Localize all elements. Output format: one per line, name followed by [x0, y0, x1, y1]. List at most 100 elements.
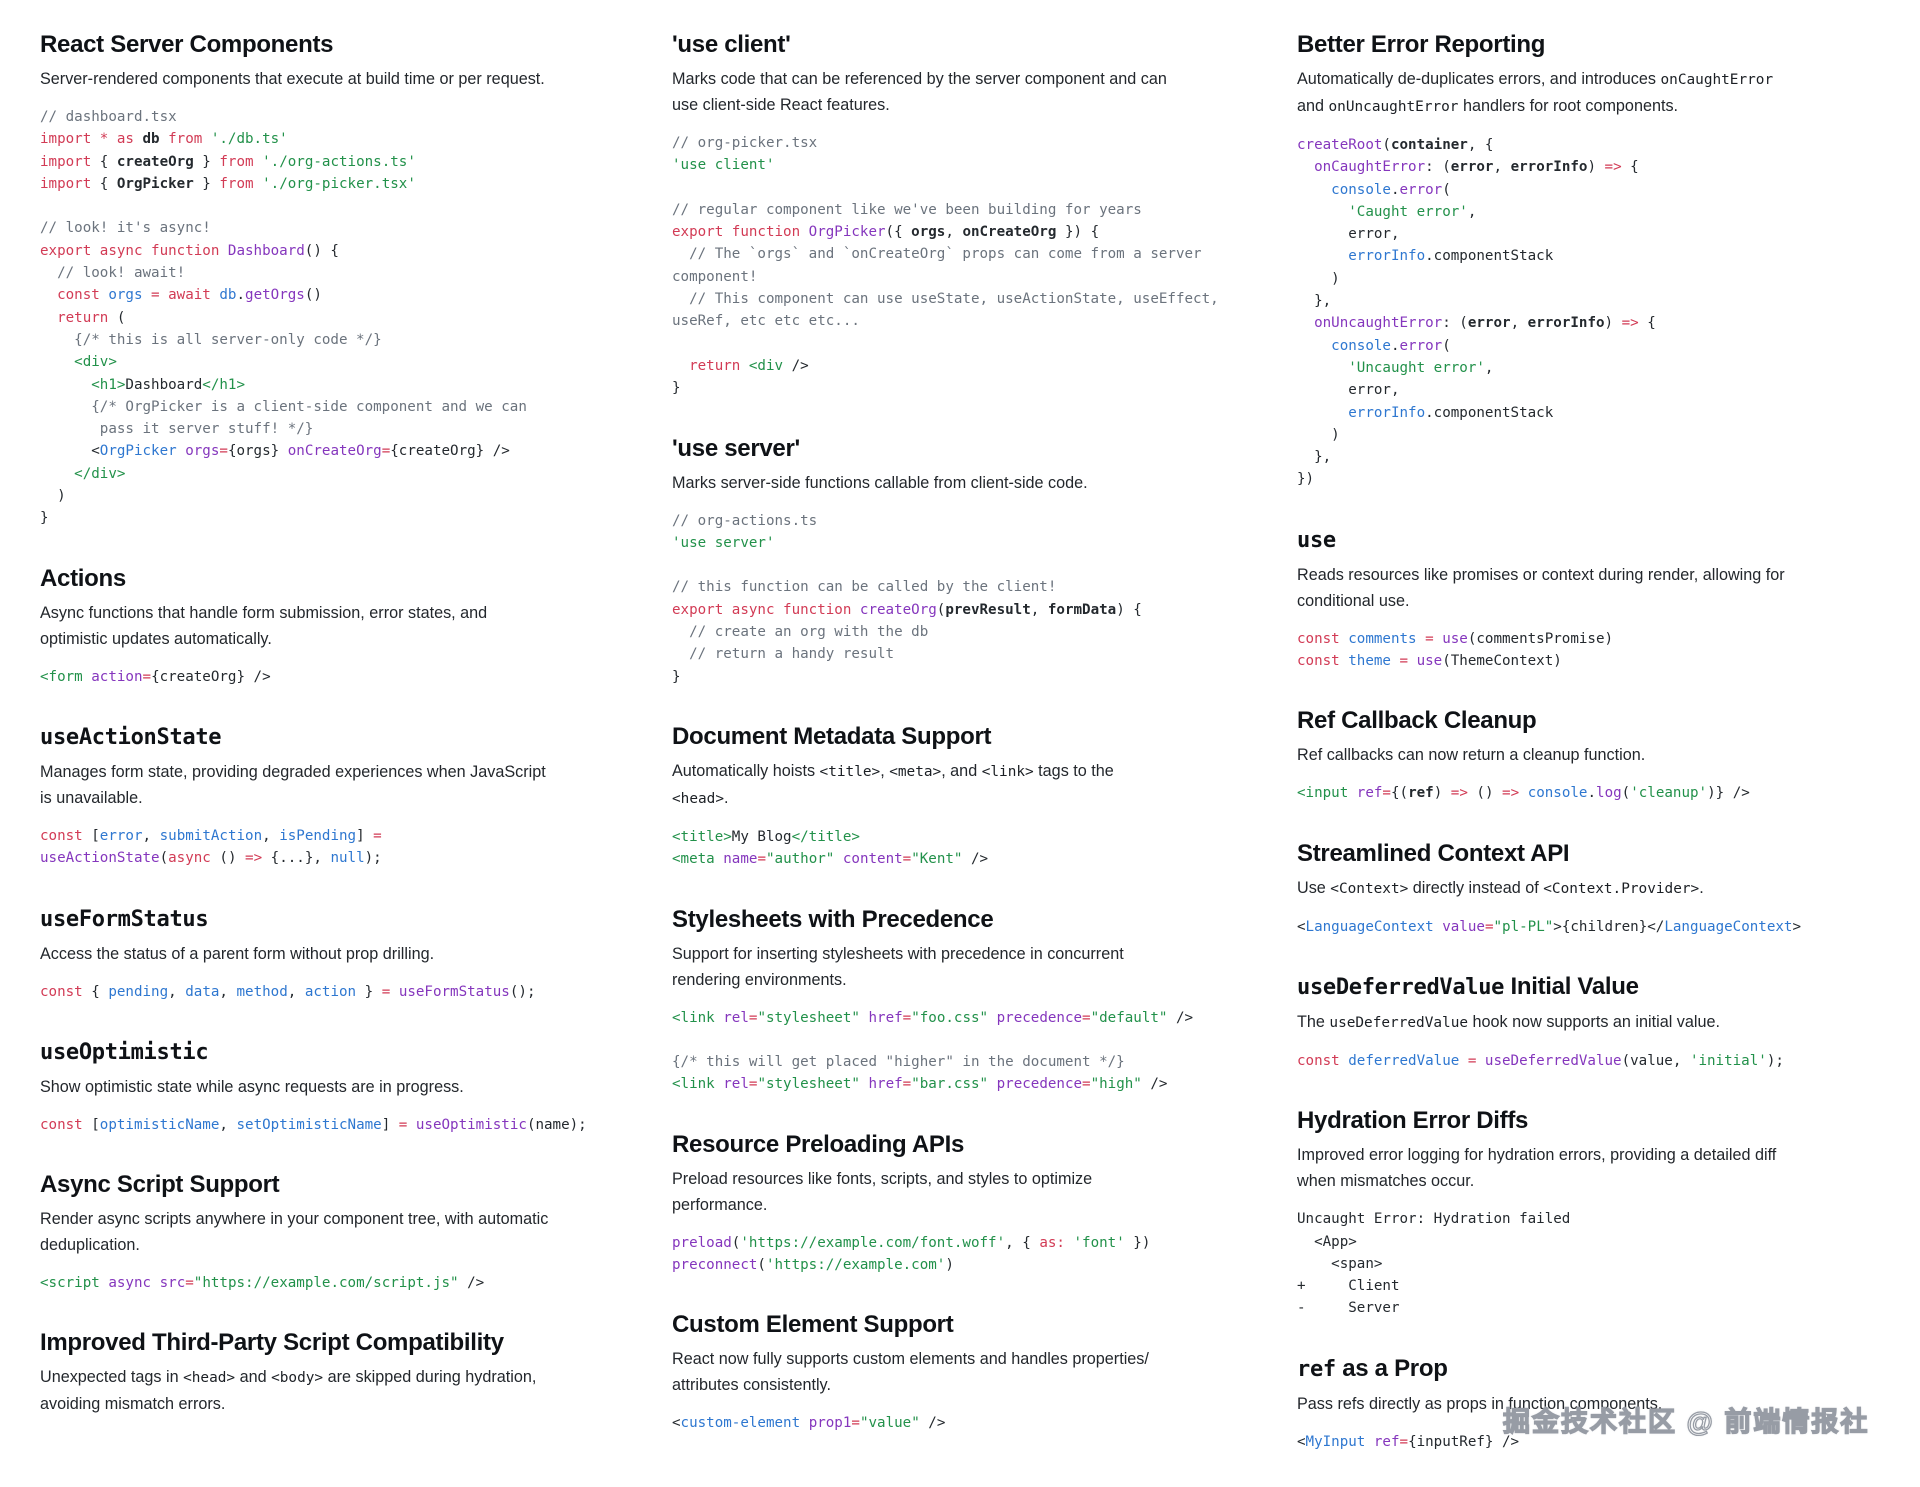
section-heading: use	[1297, 527, 1336, 553]
description-line: deduplication.	[40, 1236, 140, 1255]
description-line: Render async scripts anywhere in your co…	[40, 1210, 549, 1229]
section-description: Render async scripts anywhere in your co…	[40, 1206, 615, 1258]
code-block: <form action={createOrg} />	[40, 668, 271, 685]
section: Ref Callback Cleanup Ref callbacks can no…	[1297, 706, 1897, 804]
section-heading: 'use server'	[672, 434, 800, 462]
section-description: The useDeferredValue hook now supports a…	[1297, 1009, 1897, 1036]
description-line: performance.	[672, 1195, 768, 1214]
section-heading: Stylesheets with Precedence	[672, 905, 994, 933]
section: use Reads resources like promises or cont…	[1297, 525, 1897, 673]
section-description: Use <Context> directly instead of <Conte…	[1297, 875, 1897, 902]
section-description: Automatically hoists <title>, <meta>, an…	[672, 758, 1257, 812]
section: React Server Components Server-rendered c…	[40, 30, 615, 530]
code-block: // org-actions.ts 'use server' // this f…	[672, 512, 1142, 685]
watermark: 掘金技术社区 @ 前端情报社	[1502, 1406, 1870, 1437]
description-line: Async functions that handle form submiss…	[40, 603, 488, 622]
section-description: Improved error logging for hydration err…	[1297, 1142, 1897, 1194]
description-line: Manages form state, providing degraded e…	[40, 762, 546, 781]
section: 'use server' Marks server-side functions …	[672, 434, 1257, 688]
description-line: Support for inserting stylesheets with p…	[672, 944, 1124, 963]
code-block: const [optimisticName, setOptimisticName…	[40, 1116, 587, 1133]
code-block: const comments = use(commentsPromise) co…	[1297, 630, 1614, 670]
description-line: Improved error logging for hydration err…	[1297, 1146, 1777, 1165]
description-line: Marks server-side functions callable fro…	[672, 473, 1088, 492]
section-heading: Async Script Support	[40, 1171, 280, 1199]
section: 'use client' Marks code that can be refer…	[672, 30, 1257, 400]
section-heading: Hydration Error Diffs	[1297, 1107, 1529, 1135]
section-heading: Better Error Reporting	[1297, 31, 1546, 58]
code-block: <custom-element prop1="value" />	[672, 1415, 946, 1432]
description-line: Automatically hoists <title>, <meta>, an…	[672, 761, 1114, 780]
description-line: Access the status of a parent form witho…	[40, 944, 435, 963]
section-heading: useOptimistic	[40, 1039, 209, 1065]
section-description: Unexpected tags in <head> and <body> are…	[40, 1364, 615, 1417]
section: useDeferredValue Initial Value The useDef…	[1297, 972, 1897, 1072]
description-line: Pass refs directly as props in function …	[1297, 1394, 1663, 1413]
section-heading: useDeferredValue Initial Value	[1297, 972, 1639, 1000]
section-heading: Streamlined Context API	[1297, 839, 1570, 867]
section: useFormStatus Access the status of a pare…	[40, 904, 615, 1003]
section-description: React now fully supports custom elements…	[672, 1346, 1257, 1398]
description-line: <head>.	[672, 788, 729, 807]
section-description: Manages form state, providing degraded e…	[40, 759, 615, 811]
section: Document Metadata Support Automatically h…	[672, 722, 1257, 871]
section: ref as a Prop Pass refs directly as props…	[1297, 1354, 1897, 1453]
column-left: React Server Components Server-rendered c…	[40, 30, 615, 1451]
code-block: <script async src="https://example.com/s…	[40, 1275, 485, 1292]
section-description: Server-rendered components that execute …	[40, 66, 615, 92]
section: Improved Third-Party Script Compatibilit…	[40, 1328, 615, 1417]
description-line: The useDeferredValue hook now supports a…	[1297, 1012, 1720, 1031]
section-description: Reads resources like promises or context…	[1297, 562, 1897, 614]
section-description: Preload resources like fonts, scripts, a…	[672, 1166, 1257, 1218]
code-block: <link rel="stylesheet" href="foo.css" pr…	[672, 1009, 1194, 1093]
description-line: React now fully supports custom elements…	[672, 1350, 1149, 1369]
code-block: // dashboard.tsx import * as db from './…	[40, 109, 527, 527]
code-block: // org-picker.tsx 'use client' // regula…	[672, 135, 1219, 397]
section: useOptimistic Show optimistic state while…	[40, 1037, 615, 1136]
code-block: <MyInput ref={inputRef} />	[1297, 1433, 1520, 1450]
section-heading: React Server Components	[40, 31, 334, 58]
description-line: Use <Context> directly instead of <Conte…	[1297, 878, 1704, 897]
section: Async Script Support Render async scripts…	[40, 1170, 615, 1294]
column-middle: 'use client' Marks code that can be refer…	[672, 30, 1257, 1469]
section-heading: useFormStatus	[40, 906, 209, 932]
section-heading: useActionState	[40, 724, 222, 750]
code-block: const [error, submitAction, isPending] =…	[40, 827, 382, 867]
section-description: Automatically de-duplicates errors, and …	[1297, 66, 1897, 120]
section-heading: 'use client'	[672, 31, 791, 58]
section-heading: ref as a Prop	[1297, 1354, 1448, 1382]
code-block: createRoot(container, { onCaughtError: (…	[1297, 137, 1656, 488]
description-line: Ref callbacks can now return a cleanup f…	[1297, 746, 1646, 765]
section: Custom Element Support React now fully su…	[672, 1310, 1257, 1434]
section: Actions Async functions that handle form …	[40, 564, 615, 688]
code-block: preload('https://example.com/font.woff',…	[672, 1234, 1151, 1274]
section-description: Pass refs directly as props in function …	[1297, 1391, 1897, 1417]
section: useActionState Manages form state, provid…	[40, 722, 615, 870]
description-line: Automatically de-duplicates errors, and …	[1297, 70, 1774, 88]
section: Hydration Error Diffs Improved error logg…	[1297, 1106, 1897, 1319]
section-heading: Improved Third-Party Script Compatibilit…	[40, 1329, 504, 1357]
section-description: Support for inserting stylesheets with p…	[672, 941, 1257, 993]
column-right: Better Error Reporting Automatically de-d…	[1297, 30, 1897, 1487]
code-block: const deferredValue = useDeferredValue(v…	[1297, 1052, 1784, 1069]
description-line: Preload resources like fonts, scripts, a…	[672, 1169, 1093, 1188]
section: Streamlined Context API Use <Context> dir…	[1297, 839, 1897, 938]
section: Resource Preloading APIs Preload resource…	[672, 1130, 1257, 1277]
description-line: conditional use.	[1297, 591, 1410, 610]
section: Better Error Reporting Automatically de-d…	[1297, 30, 1897, 491]
description-line: Marks code that can be referenced by the…	[672, 70, 1167, 88]
section-heading: Custom Element Support	[672, 1311, 954, 1339]
description-line: Reads resources like promises or context…	[1297, 565, 1785, 584]
code-block: Uncaught Error: Hydration failed <App> <…	[1297, 1211, 1571, 1317]
section-description: Ref callbacks can now return a cleanup f…	[1297, 742, 1897, 768]
section-heading: Actions	[40, 564, 126, 592]
description-line: Show optimistic state while async reques…	[40, 1077, 464, 1096]
section-description: Access the status of a parent form witho…	[40, 941, 615, 967]
section-heading: Resource Preloading APIs	[672, 1130, 965, 1158]
section-description: Marks code that can be referenced by the…	[672, 66, 1257, 118]
code-block: const { pending, data, method, action } …	[40, 983, 536, 1000]
code-block: <title>My Blog</title> <meta name="autho…	[672, 828, 989, 868]
description-line: avoiding mismatch errors.	[40, 1395, 226, 1414]
description-line: rendering environments.	[672, 970, 847, 989]
